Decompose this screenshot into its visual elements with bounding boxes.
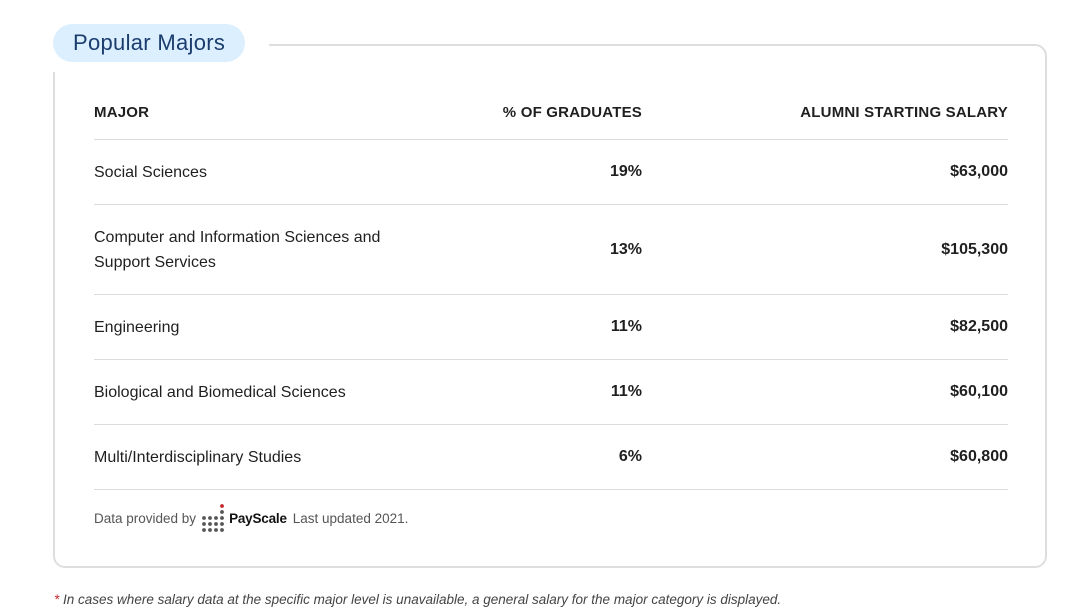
major-name: Biological and Biomedical Sciences xyxy=(94,383,346,401)
last-updated-text: Last updated 2021. xyxy=(292,510,409,526)
table-row: Multi/Interdisciplinary Studies 6% $60,8… xyxy=(94,425,1008,490)
majors-table: MAJOR % OF GRADUATES ALUMNI STARTING SAL… xyxy=(94,86,1008,490)
footnote-asterisk: * xyxy=(54,592,60,607)
popular-majors-card xyxy=(53,44,1047,568)
section-title-tab: Popular Majors xyxy=(53,24,246,62)
major-salary: $60,800 xyxy=(950,448,1008,465)
major-name: Engineering xyxy=(94,318,180,336)
major-salary: $105,300 xyxy=(941,240,1008,258)
header-major: MAJOR xyxy=(94,104,150,121)
major-percent: 11% xyxy=(610,318,642,335)
table-row: Computer and Information Sciences and Su… xyxy=(94,205,1008,295)
major-salary: $82,500 xyxy=(950,318,1008,335)
header-percent: % OF GRADUATES xyxy=(502,104,642,121)
payscale-logo[interactable]: PayScale xyxy=(202,503,287,533)
major-name: Multi/Interdisciplinary Studies xyxy=(94,448,302,466)
major-name: Computer and Information Sciences and Su… xyxy=(94,228,381,271)
table-row: Engineering 11% $82,500 xyxy=(94,295,1008,360)
major-percent: 19% xyxy=(609,163,642,180)
table-row: Biological and Biomedical Sciences 11% $… xyxy=(94,360,1008,425)
footnote-text: In cases where salary data at the specif… xyxy=(63,592,782,607)
salary-footnote: * In cases where salary data at the spec… xyxy=(54,592,781,607)
table-header-row: MAJOR % OF GRADUATES ALUMNI STARTING SAL… xyxy=(94,86,1008,140)
major-salary: $63,000 xyxy=(950,163,1008,180)
provided-by-text: Data provided by xyxy=(94,510,197,526)
payscale-brand-name: PayScale xyxy=(229,510,287,526)
table-row: Social Sciences 19% $63,000 xyxy=(94,140,1008,205)
major-name: Social Sciences xyxy=(94,163,207,181)
major-salary: $60,100 xyxy=(950,383,1008,400)
major-percent: 6% xyxy=(618,448,642,465)
major-percent: 13% xyxy=(609,240,642,258)
major-percent: 11% xyxy=(610,383,642,400)
header-salary: ALUMNI STARTING SALARY xyxy=(800,104,1008,121)
data-source-line: Data provided by PayScale Last updated 2… xyxy=(94,503,408,533)
payscale-dots-icon xyxy=(202,504,224,532)
